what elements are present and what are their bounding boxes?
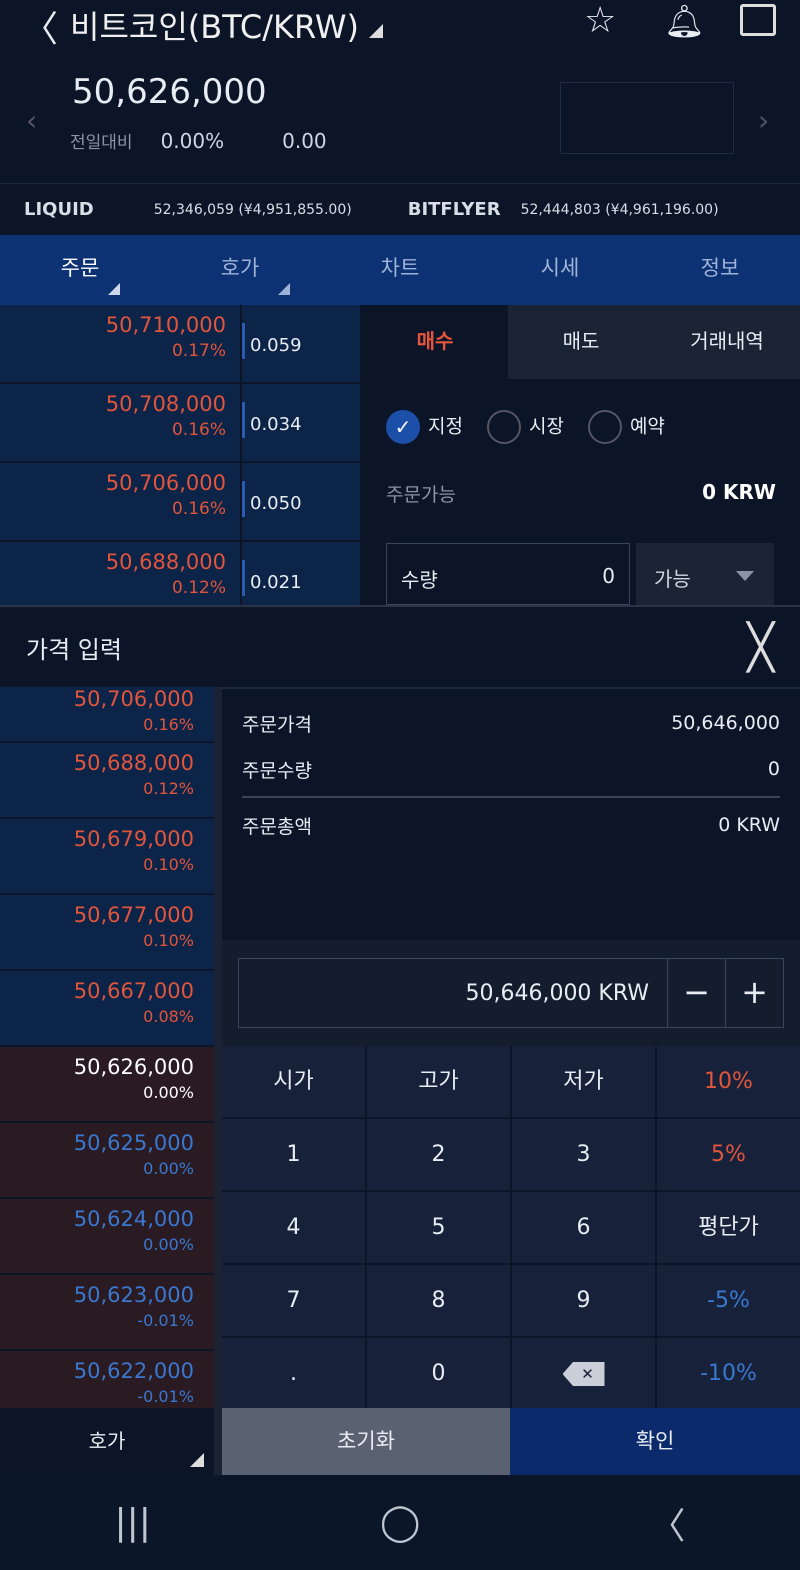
radio-limit[interactable]: ✓ 지정 (386, 410, 463, 444)
order-tabs: 매수 매도 거래내역 (362, 305, 800, 379)
price-list-item[interactable]: 50,679,000 0.10% (0, 819, 214, 895)
exchange-prices: LIQUID 52,346,059 (¥4,951,855.00) BITFLYE… (0, 183, 800, 235)
next-coin-icon[interactable]: › (758, 104, 770, 137)
keypad-key[interactable]: 3 (512, 1119, 655, 1190)
orderbook: 50,710,000 0.17% 0.059 50,708,000 0.16% 0.034… (0, 305, 360, 621)
price-list-item[interactable]: 50,626,000 0.00% (0, 1047, 214, 1123)
tab-chart[interactable]: 차트 (380, 256, 420, 280)
current-price: 50,626,000 (72, 72, 267, 112)
price-list-item[interactable]: 50,667,000 0.08% (0, 971, 214, 1047)
keypad-key[interactable]: -5% (657, 1265, 800, 1336)
price-list-item[interactable]: 50,677,000 0.10% (0, 895, 214, 971)
price-list-item[interactable]: 50,622,000 -0.01% (0, 1351, 214, 1408)
share-icon[interactable] (740, 4, 776, 36)
home-icon[interactable]: ◯ (380, 1502, 421, 1543)
panel-actions: 호가 초기화 확인 (0, 1408, 800, 1475)
orderbook-row[interactable]: 50,708,000 0.16% 0.034 (0, 384, 360, 463)
back-icon[interactable]: 〈 (22, 9, 59, 50)
decrement-button[interactable]: − (667, 959, 725, 1027)
price-list-item[interactable]: 50,706,000 0.16% (0, 687, 214, 743)
tab-order[interactable]: 주문 (0, 235, 160, 305)
order-summary: 주문가격 50,646,000 주문수량 0 주문총액 0 KRW (242, 712, 780, 838)
tab-buy[interactable]: 매수 (362, 305, 508, 379)
keypad-key[interactable]: 4 (222, 1192, 365, 1263)
header: 〈 비트코인(BTC/KRW) ☆ 🔔︎ (0, 0, 800, 50)
order-type: ✓ 지정 시장 예약 (386, 410, 665, 444)
dropdown-icon (369, 24, 384, 38)
price-field: 50,646,000 KRW − + (238, 958, 784, 1028)
prev-coin-icon[interactable]: ‹ (26, 104, 38, 137)
bell-icon[interactable]: 🔔︎ (664, 2, 705, 40)
backspace-icon: ✕ (562, 1362, 605, 1386)
increment-button[interactable]: + (725, 959, 783, 1027)
tab-sell[interactable]: 매도 (508, 305, 654, 379)
divider (214, 687, 222, 1477)
star-icon[interactable]: ☆ (584, 0, 617, 41)
keypad-key[interactable]: 6 (512, 1192, 655, 1263)
keypad-key[interactable]: 10% (657, 1046, 800, 1117)
quantity-input[interactable]: 수량 0 (386, 543, 630, 605)
coin-selector[interactable]: 비트코인(BTC/KRW) (70, 2, 384, 48)
keypad-key[interactable]: 1 (222, 1119, 365, 1190)
tab-history[interactable]: 거래내역 (654, 305, 800, 379)
keypad: 시가 고가 저가 10% 1 2 3 5% 4 5 6 평단가 7 8 9 -5%. 0 ✕ -10% (222, 1046, 800, 1409)
keypad-key[interactable]: 7 (222, 1265, 365, 1336)
keypad-key[interactable]: 저가 (512, 1046, 655, 1117)
main-tabs: 주문 호가 차트 시세 정보 (0, 235, 800, 305)
keypad-key[interactable]: 0 (367, 1338, 510, 1409)
price-list-item[interactable]: 50,625,000 0.00% (0, 1123, 214, 1199)
radio-market[interactable]: 시장 (486, 410, 564, 444)
tab-market[interactable]: 시세 (540, 256, 580, 280)
tab-orderbook[interactable]: 호가 (160, 235, 320, 305)
price-input[interactable]: 50,646,000 KRW (465, 981, 649, 1006)
available-balance: 주문가능 0 KRW (386, 480, 776, 506)
mini-chart (560, 82, 734, 154)
price-change: 전일대비 0.00% 0.00 (70, 129, 327, 153)
tab-info[interactable]: 정보 (700, 256, 740, 280)
quantity-select[interactable]: 가능 (636, 543, 774, 605)
close-icon[interactable]: ╳ (747, 621, 775, 673)
keypad-key[interactable]: . (222, 1338, 365, 1409)
keypad-key[interactable]: 평단가 (657, 1192, 800, 1263)
orderbook-row[interactable]: 50,706,000 0.16% 0.050 (0, 463, 360, 542)
keypad-key[interactable]: 고가 (367, 1046, 510, 1117)
keypad-key[interactable]: 5% (657, 1119, 800, 1190)
price-list: 50,706,000 0.16% 50,688,000 0.12% 50,679,000… (0, 687, 214, 1408)
confirm-button[interactable]: 확인 (510, 1408, 800, 1475)
keypad-key[interactable]: 8 (367, 1265, 510, 1336)
radio-reserve[interactable]: 예약 (587, 410, 665, 444)
backspace-key[interactable]: ✕ (512, 1338, 655, 1409)
check-icon: ✓ (386, 410, 420, 444)
keypad-key[interactable]: 시가 (222, 1046, 365, 1117)
back-nav-icon[interactable]: 〈 (649, 1505, 686, 1547)
panel-title: 가격 입력 (26, 635, 122, 664)
hoga-button[interactable]: 호가 (0, 1408, 214, 1475)
recent-apps-icon[interactable]: ||| (114, 1502, 151, 1543)
price-list-item[interactable]: 50,688,000 0.12% (0, 743, 214, 819)
system-nav: ||| ◯ 〈 (0, 1475, 800, 1570)
price-list-item[interactable]: 50,623,000 -0.01% (0, 1275, 214, 1351)
keypad-key[interactable]: 9 (512, 1265, 655, 1336)
keypad-key[interactable]: 5 (367, 1192, 510, 1263)
keypad-key[interactable]: -10% (657, 1338, 800, 1409)
keypad-key[interactable]: 2 (367, 1119, 510, 1190)
price-list-item[interactable]: 50,624,000 0.00% (0, 1199, 214, 1275)
orderbook-row[interactable]: 50,710,000 0.17% 0.059 (0, 305, 360, 384)
reset-button[interactable]: 초기화 (222, 1408, 510, 1475)
